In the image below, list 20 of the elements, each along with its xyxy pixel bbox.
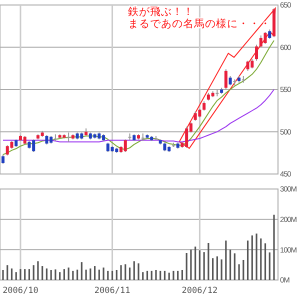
candlestick	[255, 44, 258, 62]
candlestick	[45, 134, 48, 145]
candlestick	[194, 110, 197, 122]
candlestick	[264, 32, 267, 44]
annotation: 鉄が飛ぶ！！	[128, 6, 194, 18]
candlestick	[202, 100, 206, 112]
candlestick	[246, 60, 250, 72]
candlestick	[124, 138, 127, 153]
line-series	[2, 89, 274, 142]
candlestick	[268, 29, 272, 40]
x-tick-label: 2006/12	[182, 286, 218, 296]
x-tick-label: 2006/11	[94, 286, 130, 296]
candlestick	[224, 68, 228, 90]
candlestick	[250, 58, 254, 69]
candlestick	[2, 154, 4, 164]
candlestick	[67, 132, 70, 142]
candlestick	[228, 75, 232, 86]
candlestick	[6, 144, 9, 156]
line-series	[2, 40, 274, 156]
x-tick-label: 2006/10	[2, 286, 38, 296]
